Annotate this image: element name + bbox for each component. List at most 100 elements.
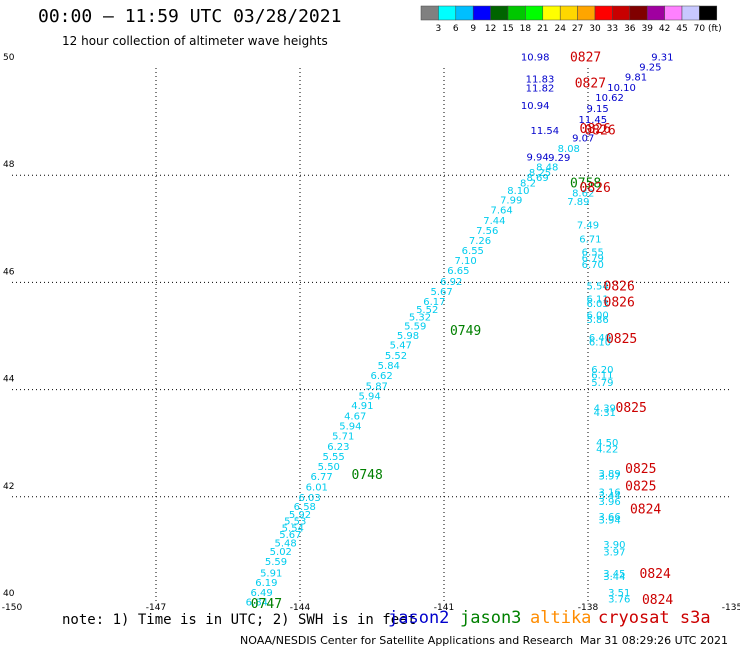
colorbar-tick-label: 70 xyxy=(694,24,706,34)
colorbar-tick-label: 39 xyxy=(641,24,653,34)
swh-value-label: 3.97 xyxy=(598,471,620,482)
swh-value-label: 6.03 xyxy=(586,299,608,310)
legend-cryosat: cryosat s3a xyxy=(598,608,711,628)
swh-value-label: 6.92 xyxy=(440,277,462,288)
lon-tick-label: -138 xyxy=(578,603,599,613)
colorbar-swatch xyxy=(420,5,439,21)
pass-time-label: 0824 xyxy=(630,503,661,518)
colorbar-tick-label: 36 xyxy=(624,24,636,34)
swh-value-label: 10.98 xyxy=(521,53,550,64)
lat-tick-label: 46 xyxy=(3,267,15,277)
swh-value-label: 6.17 xyxy=(423,297,445,308)
swh-value-label: 9.25 xyxy=(639,62,661,73)
swh-value-label: 6.11 xyxy=(591,371,613,382)
swh-value-label: 5.53 xyxy=(284,516,306,527)
swh-value-label: 5.55 xyxy=(322,452,344,463)
colorbar-tick-label: 33 xyxy=(607,24,618,34)
map-axes: -150 -147 -144 -141 -138 -135 50 48 46 44 42 40 xyxy=(2,53,740,613)
swh-value-label: 3.44 xyxy=(598,491,620,502)
map-grid xyxy=(12,68,732,604)
swh-value-label: 5.67 xyxy=(279,530,301,541)
pass-time-label: 0826 xyxy=(604,280,635,295)
swh-value-label: 8.62 xyxy=(572,188,594,199)
pass-time-label: 0827 xyxy=(570,51,601,66)
pass-time-label: 0825 xyxy=(616,401,647,416)
colorbar-unit-label: (ft) xyxy=(708,24,722,34)
swh-value-label: 3.76 xyxy=(608,595,630,606)
swh-value-label: 9.07 xyxy=(572,134,594,145)
pass-time-label: 0824 xyxy=(642,593,673,608)
swh-value-label: 6.01 xyxy=(306,483,328,494)
swh-value-label: 5.86 xyxy=(586,315,608,326)
colorbar-tick-label: 27 xyxy=(572,24,583,34)
swh-value-label: 6.20 xyxy=(591,365,613,376)
swh-value-label: 6.79 xyxy=(582,254,604,265)
pass-time-label: 0747 xyxy=(251,597,282,612)
swh-value-label: 8.10 xyxy=(507,186,529,197)
swh-value-label: 6.03 xyxy=(298,493,320,504)
colorbar-tick-label: 45 xyxy=(676,24,687,34)
swh-value-label: 4.67 xyxy=(344,411,366,422)
swh-value-label: 6.10 xyxy=(589,337,611,348)
swh-value-label: 7.64 xyxy=(490,206,512,217)
colorbar-swatch xyxy=(699,5,718,21)
swh-value-label: 5.67 xyxy=(430,287,452,298)
lat-tick-label: 44 xyxy=(3,375,15,385)
swh-value-label: 9.81 xyxy=(625,73,647,84)
swh-value-label: 3.96 xyxy=(598,497,620,508)
colorbar-tick-label: 18 xyxy=(520,24,532,34)
swh-value-label: 6.23 xyxy=(327,442,349,453)
legend-jason3: jason3 xyxy=(460,608,522,628)
swh-value-label: 4.22 xyxy=(596,445,618,456)
swh-value-label: 5.94 xyxy=(358,391,380,402)
legend-altika: altika xyxy=(530,608,592,628)
swh-value-label: 6.00 xyxy=(586,311,608,322)
swh-value-label: 6.65 xyxy=(447,266,469,277)
colorbar-swatch xyxy=(681,5,700,21)
swh-value-label: 5.48 xyxy=(274,538,296,549)
swh-value-label: 5.94 xyxy=(339,422,361,433)
swh-value-label: 7.99 xyxy=(500,195,522,206)
swh-value-label: 8.48 xyxy=(536,163,558,174)
swh-value-label: 8.2 xyxy=(520,179,536,190)
swh-value-label: 4.39 xyxy=(594,403,616,414)
lon-tick-label: -141 xyxy=(434,603,454,613)
swh-value-label: 5.32 xyxy=(409,313,431,324)
pass-time-label: 0825 xyxy=(625,462,656,477)
swh-value-label: 6.77 xyxy=(310,472,332,483)
swh-value-label: 7.56 xyxy=(476,226,498,237)
colorbar-swatch xyxy=(525,5,544,21)
swh-value-label: 9.94 xyxy=(526,152,548,163)
swh-value-label: 5.50 xyxy=(318,462,340,473)
swh-value-label: 9.15 xyxy=(586,104,608,115)
swh-value-label: 5.52 xyxy=(416,305,438,316)
pass-time-label: 0749 xyxy=(450,324,481,339)
colorbar-tick-label: 21 xyxy=(537,24,548,34)
colorbar-swatch xyxy=(664,5,683,21)
swh-value-label: 8.25 xyxy=(529,168,551,179)
swh-value-label: 3.51 xyxy=(608,588,630,599)
swh-value-label: 6.55 xyxy=(462,246,484,257)
swh-value-label: 6.70 xyxy=(582,260,604,271)
swh-value-label: 5.84 xyxy=(378,361,400,372)
pass-time-label: 0826 xyxy=(584,124,615,139)
swh-value-label: 6.71 xyxy=(579,234,601,245)
page-title: 00:00 – 11:59 UTC 03/28/2021 xyxy=(38,6,342,27)
swh-value-label: 3.44 xyxy=(603,572,625,583)
colorbar-swatch xyxy=(646,5,665,21)
colorbar-swatch xyxy=(542,5,561,21)
swh-value-label: 5.92 xyxy=(289,510,311,521)
swh-value-label: 5.02 xyxy=(270,547,292,558)
swh-value-label: 6.49 xyxy=(250,588,272,599)
swh-value-label: 9.29 xyxy=(548,153,570,164)
swh-value-label: 7.89 xyxy=(567,197,589,208)
colorbar-swatch xyxy=(612,5,631,21)
legend-jason2: jason2 xyxy=(388,608,450,628)
colorbar-tick-label: 12 xyxy=(485,24,496,34)
lat-tick-label: 48 xyxy=(3,160,15,170)
swh-value-label: 10.10 xyxy=(607,83,636,94)
swh-value-label: 5.87 xyxy=(366,381,388,392)
swh-value-label: 11.83 xyxy=(526,75,555,86)
